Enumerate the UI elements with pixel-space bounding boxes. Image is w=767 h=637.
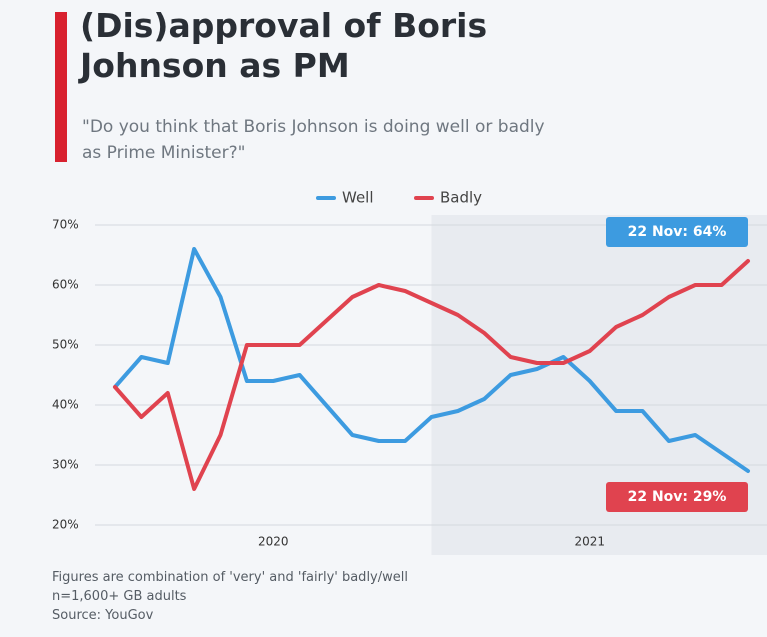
legend-label: Well bbox=[342, 189, 374, 207]
series-line bbox=[113, 247, 750, 473]
annotation-box bbox=[606, 482, 748, 512]
chart: 20% 30% 40% 50% 60% 70% 2020 2021 Well Badly 22 No… bbox=[52, 189, 767, 555]
x-tick-label: 2021 bbox=[574, 535, 605, 549]
legend-label: Badly bbox=[440, 189, 482, 207]
chart-subtitle: "Do you think that Boris Johnson is doin… bbox=[82, 117, 545, 163]
y-tick-label: 40% bbox=[52, 398, 79, 412]
x-tick-label: 2020 bbox=[258, 535, 289, 549]
footnotes: Figures are combination of 'very' and 'f… bbox=[52, 568, 408, 625]
y-tick-label: 60% bbox=[52, 278, 79, 292]
source: Source: YouGov bbox=[52, 608, 154, 623]
y-tick-label: 20% bbox=[52, 518, 79, 532]
footnote: n=1,600+ GB adults bbox=[52, 589, 187, 604]
series-line bbox=[113, 259, 750, 491]
accent-bar bbox=[55, 12, 67, 162]
y-tick-label: 30% bbox=[52, 458, 79, 472]
y-tick-label: 50% bbox=[52, 338, 79, 352]
annotation-box bbox=[606, 217, 748, 247]
annotation-label: 22 Nov: 64% bbox=[628, 224, 727, 240]
y-tick-label: 70% bbox=[52, 218, 79, 232]
chart-title: (Dis)approval of Boris Johnson as PM bbox=[80, 6, 488, 85]
annotation-label: 22 Nov: 29% bbox=[628, 489, 727, 505]
footnote: Figures are combination of 'very' and 'f… bbox=[52, 570, 408, 585]
